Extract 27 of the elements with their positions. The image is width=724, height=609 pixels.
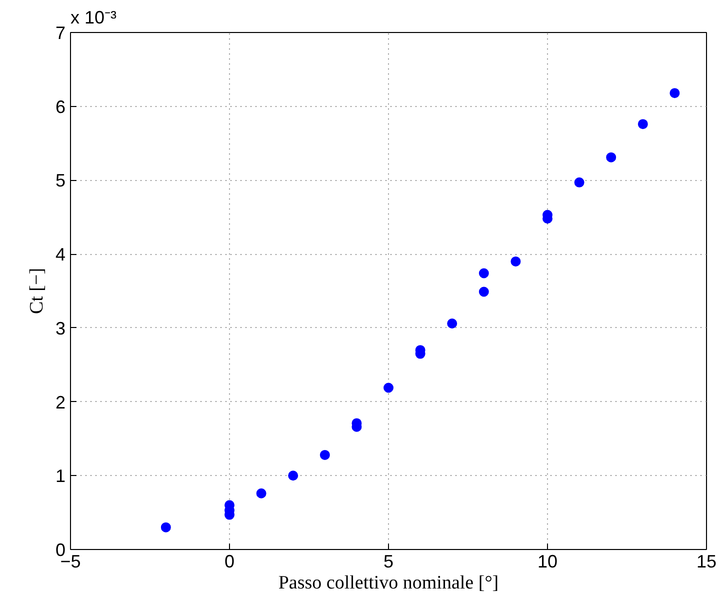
point (574, 177, 584, 188)
x-tick-label: 0 (224, 552, 235, 572)
y-tick-label: 1 (55, 466, 66, 486)
x-tick-label: 10 (537, 552, 558, 572)
point (288, 470, 298, 481)
point (638, 119, 648, 130)
y-axis-title: Ct [−] (26, 268, 48, 314)
point (510, 256, 521, 266)
y-tick-label: 5 (55, 170, 66, 191)
text: x 10⁻³ (70, 8, 117, 28)
point (320, 450, 330, 460)
y-tick-label: 3 (55, 318, 66, 338)
y-tick-label: 6 (55, 96, 66, 117)
point (478, 286, 489, 297)
point (606, 152, 616, 162)
y-tick-label: 4 (55, 244, 66, 265)
point (384, 382, 394, 393)
y-tick-label: 2 (55, 392, 66, 412)
point (478, 268, 489, 278)
point (670, 88, 680, 98)
x-tick-label: 5 (383, 552, 394, 572)
point (256, 488, 266, 498)
point (447, 318, 458, 328)
y-tick-label: 7 (55, 23, 66, 43)
x-axis-title: Passo collettivo nominale [°] (278, 572, 499, 594)
point (160, 522, 171, 532)
x-tick-label: 15 (696, 552, 717, 572)
